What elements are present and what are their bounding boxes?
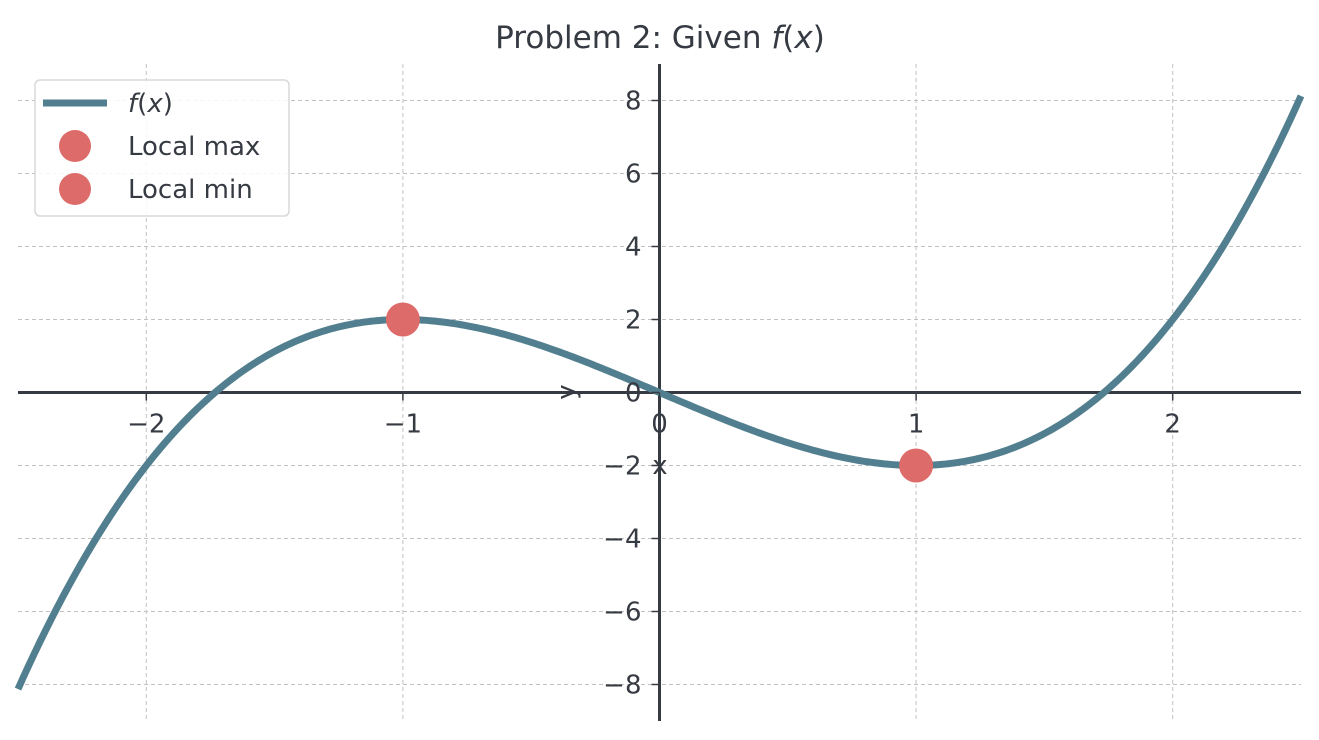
legend-marker-local-min [59, 173, 91, 205]
x-tick-label: −1 [384, 410, 422, 440]
y-tick-label: −4 [603, 525, 641, 555]
legend-marker-local-max [59, 130, 91, 162]
marker-layer [385, 302, 934, 483]
x-tick-label: 0 [651, 410, 668, 440]
x-tick-label: 1 [908, 410, 925, 440]
y-tick-label: 6 [625, 160, 642, 190]
y-tick-label: 4 [625, 233, 642, 263]
legend-label-local-min: Local min [128, 175, 253, 205]
y-tick-label: 8 [625, 87, 642, 117]
tick-labels: −2 −1 0 1 2 −8 −6 −4 −2 0 2 4 6 8 [127, 87, 1181, 701]
y-tick-label: −8 [603, 671, 641, 701]
y-axis-label: y [552, 384, 582, 399]
x-tick-label: −2 [127, 410, 165, 440]
legend: f(x) Local max Local min [34, 79, 290, 217]
legend-label-local-max: Local max [128, 132, 260, 162]
x-tick-label: 2 [1164, 410, 1181, 440]
x-axis-label: x [652, 451, 667, 481]
y-tick-label: −2 [603, 452, 641, 482]
legend-label-fx: f(x) [128, 89, 173, 119]
y-tick-label: 2 [625, 306, 642, 336]
y-tick-label: −6 [603, 598, 641, 628]
local-min-point [899, 448, 934, 483]
legend-frame [34, 79, 290, 217]
y-tick-label: 0 [625, 379, 642, 409]
local-max-point [385, 302, 420, 337]
chart-title: Problem 2: Given f(x) [495, 20, 825, 56]
